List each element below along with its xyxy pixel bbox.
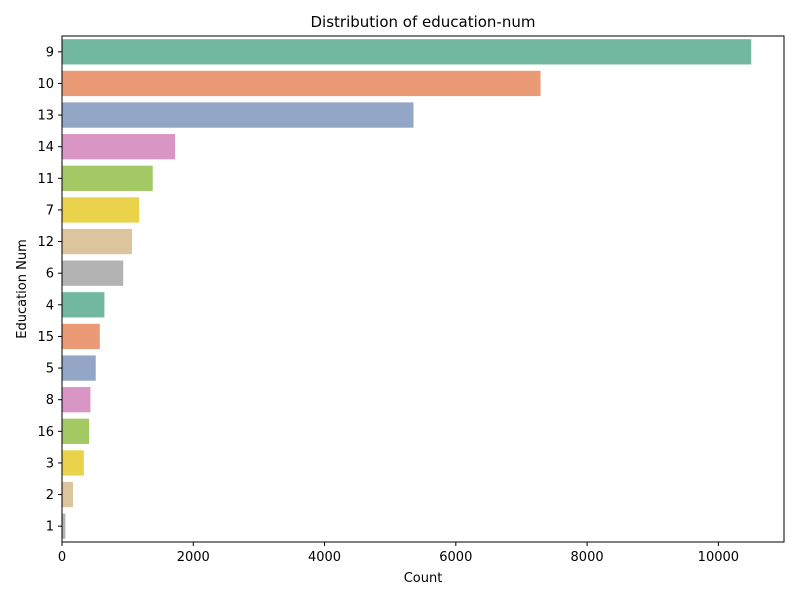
x-tick-label: 10000	[698, 550, 739, 565]
bar-1	[62, 513, 66, 539]
y-tick-label: 8	[46, 393, 54, 408]
y-tick-label: 7	[46, 203, 54, 218]
plot-frame	[61, 35, 785, 543]
x-tick-label: 6000	[439, 550, 472, 565]
y-tick-label: 11	[37, 172, 54, 187]
bar-15	[62, 323, 100, 350]
y-tick-label: 3	[46, 456, 54, 471]
bar-13	[62, 102, 414, 128]
x-axis-label: Count	[404, 571, 443, 586]
bar-16	[62, 418, 90, 444]
bar-10	[62, 70, 541, 97]
x-tick-label: 4000	[308, 550, 341, 565]
x-tick-label: 2000	[177, 550, 210, 565]
bar-6	[62, 260, 124, 286]
chart-title: Distribution of education-num	[311, 13, 536, 31]
bar-2	[62, 481, 74, 508]
y-tick-label: 9	[46, 45, 54, 60]
y-tick-label: 2	[46, 488, 54, 503]
x-axis-ticks: 0 2000 4000 6000 8000 10000	[58, 542, 739, 565]
y-tick-label: 10	[37, 77, 54, 92]
bar-4	[62, 292, 105, 318]
y-tick-label: 13	[37, 109, 54, 124]
y-tick-label: 5	[46, 362, 54, 377]
bars-group	[62, 39, 752, 539]
y-tick-label: 6	[46, 267, 54, 282]
y-tick-label: 1	[46, 520, 54, 535]
bar-9	[62, 39, 752, 65]
x-tick-label: 8000	[571, 550, 604, 565]
bar-14	[62, 134, 176, 160]
bar-3	[62, 450, 84, 476]
bar-8	[62, 387, 91, 413]
y-tick-label: 15	[37, 330, 54, 345]
x-tick-label: 0	[58, 550, 66, 565]
y-axis-label: Education Num	[15, 239, 30, 338]
y-axis-ticks: 9 10 13 14 11 7 12 6 4 15 5 8 16 3 2 1	[37, 45, 62, 535]
bar-7	[62, 197, 140, 223]
y-tick-label: 12	[37, 235, 54, 250]
y-tick-label: 16	[37, 425, 54, 440]
y-tick-label: 14	[37, 140, 54, 155]
y-tick-label: 4	[46, 298, 54, 313]
bar-5	[62, 355, 96, 381]
bar-11	[62, 165, 153, 191]
bar-12	[62, 228, 133, 255]
